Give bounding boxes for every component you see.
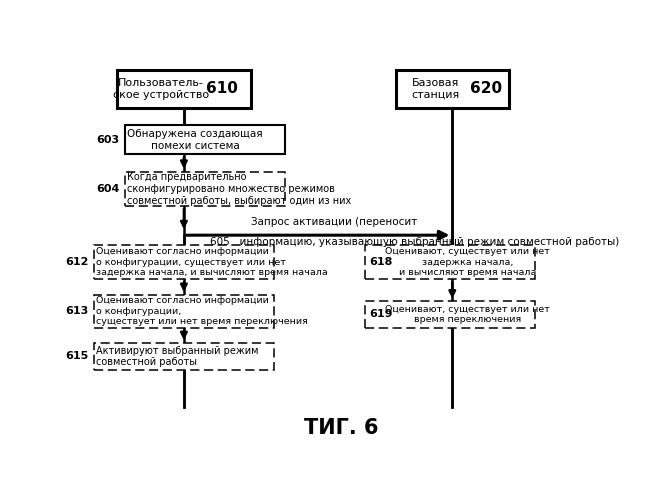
Text: Обнаружена создающая
помехи система: Обнаружена создающая помехи система xyxy=(127,129,263,150)
Bar xyxy=(93,343,274,370)
Text: 618: 618 xyxy=(370,257,393,267)
Text: 613: 613 xyxy=(65,306,89,316)
Bar xyxy=(125,172,284,206)
Bar xyxy=(117,70,251,108)
Bar xyxy=(396,70,509,108)
Text: 612: 612 xyxy=(65,257,89,267)
Text: Когда предварительно
сконфигурировано множество режимов
совместной работы, выбир: Когда предварительно сконфигурировано мн… xyxy=(127,172,352,206)
Text: 615: 615 xyxy=(65,352,89,362)
Bar xyxy=(364,302,535,328)
Text: 605   информацию, указывающую выбранный режим совместной работы): 605 информацию, указывающую выбранный ре… xyxy=(210,237,619,247)
Text: Запрос активации (переносит: Запрос активации (переносит xyxy=(251,216,417,226)
Bar xyxy=(125,126,284,154)
Text: Оценивают согласно информации
о конфигурации, существует или нет
задержка начала: Оценивают согласно информации о конфигур… xyxy=(96,247,328,277)
Text: Оценивают, существует или нет
задержка начала,
и вычисляют время начала: Оценивают, существует или нет задержка н… xyxy=(385,247,550,277)
Text: Базовая
станция: Базовая станция xyxy=(411,78,460,100)
Text: ΤИГ. 6: ΤИГ. 6 xyxy=(304,418,378,438)
Text: 619: 619 xyxy=(370,310,393,320)
Text: 610: 610 xyxy=(206,82,237,96)
Text: Активируют выбранный режим
совместной работы: Активируют выбранный режим совместной ра… xyxy=(96,346,258,367)
Text: 603: 603 xyxy=(97,135,119,145)
Text: 604: 604 xyxy=(96,184,119,194)
Text: Пользователь-
ское устройство: Пользователь- ское устройство xyxy=(113,78,209,100)
Bar xyxy=(364,245,535,280)
Bar xyxy=(93,245,274,280)
Text: Оценивают, существует или нет
время переключения: Оценивают, существует или нет время пере… xyxy=(385,305,550,324)
Bar xyxy=(93,295,274,328)
Text: Оценивают согласно информации
о конфигурации,
существует или нет время переключе: Оценивают согласно информации о конфигур… xyxy=(96,296,308,326)
Text: 620: 620 xyxy=(470,82,502,96)
